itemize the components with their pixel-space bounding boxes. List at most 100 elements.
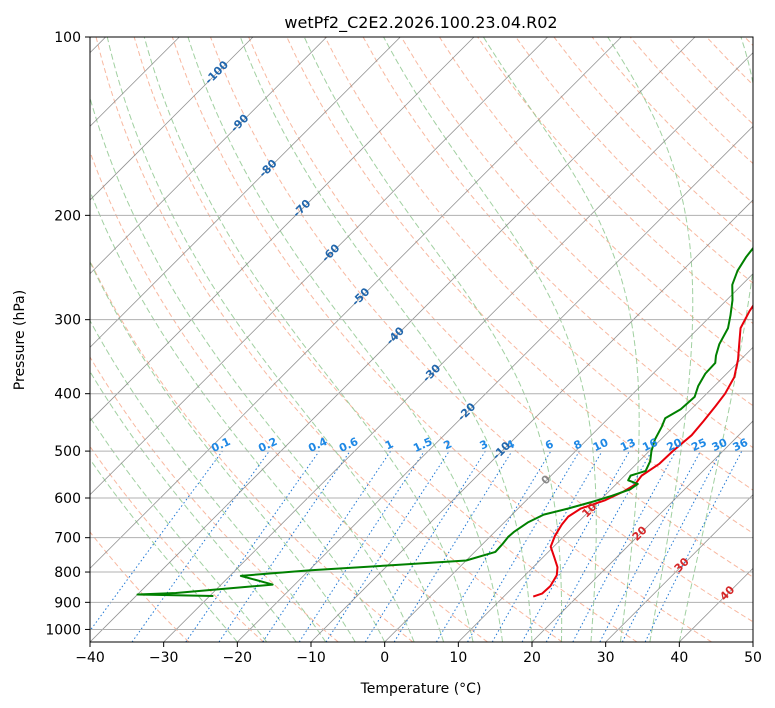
isotherm — [679, 567, 753, 642]
mixing-ratio-label: 2 — [442, 437, 454, 452]
mixing-ratio-label: 10 — [591, 436, 611, 454]
moist-adiabat — [90, 260, 356, 642]
isotherm — [90, 37, 622, 569]
dewpoint-line — [136, 246, 753, 597]
moist-adiabat — [187, 37, 504, 642]
mixing-ratio-label: 1.5 — [411, 435, 434, 455]
isotherm — [90, 37, 327, 275]
dry-adiabat — [744, 37, 753, 47]
mixing-ratio-label: 0.1 — [209, 435, 232, 455]
moist-adiabat — [106, 37, 445, 642]
moist-adiabat — [90, 458, 238, 642]
y-tick-label: 1000 — [45, 622, 81, 638]
dry-adiabat — [210, 37, 753, 623]
mixing-ratio-line — [218, 450, 351, 642]
x-axis-title: Temperature (°C) — [360, 681, 482, 697]
moist-adiabat — [678, 37, 753, 642]
mixing-ratio-line — [644, 450, 743, 642]
x-tick-label: −10 — [296, 650, 326, 666]
dry-adiabat — [171, 37, 712, 642]
isotherm-label: -100 — [202, 58, 231, 87]
x-tick-label: 50 — [744, 650, 762, 666]
dry-adiabat — [706, 37, 753, 86]
y-tick-label: 900 — [54, 595, 81, 611]
dry-adiabats — [90, 37, 753, 642]
dry-adiabat — [90, 356, 339, 642]
y-tick-label: 600 — [54, 491, 81, 507]
dry-adiabat — [439, 37, 753, 366]
isotherm — [163, 52, 753, 642]
dry-adiabat — [591, 37, 753, 204]
profile-series — [136, 246, 753, 598]
dry-adiabat — [248, 37, 753, 578]
dry-adiabat — [90, 531, 190, 642]
y-tick-label: 500 — [54, 444, 81, 460]
moist-adiabat — [303, 37, 563, 642]
dry-adiabat — [133, 37, 638, 642]
mixing-ratio-line — [435, 450, 552, 642]
mixing-ratio-line — [298, 450, 425, 642]
mixing-ratio-lines — [90, 450, 743, 642]
mixing-ratio-line — [572, 450, 677, 642]
y-tick-label: 300 — [54, 313, 81, 329]
mixing-ratio-label: 16 — [640, 436, 660, 454]
dry-adiabat — [95, 37, 563, 642]
moist-adiabat — [607, 37, 694, 642]
y-tick-label: 800 — [54, 565, 81, 581]
dry-adiabat — [400, 37, 753, 407]
mixing-ratio-line — [131, 450, 270, 642]
isotherm — [752, 641, 753, 642]
y-tick-label: 700 — [54, 531, 81, 547]
moist-adiabat — [143, 37, 474, 642]
mixing-ratio-line — [325, 450, 450, 642]
chart-title: wetPf2_C2E2.2026.100.23.04.R02 — [284, 13, 557, 33]
moist-adiabat — [383, 37, 597, 642]
x-tick-label: −40 — [75, 650, 105, 666]
dry-adiabat — [90, 150, 488, 642]
dry-adiabat — [515, 37, 753, 284]
isotherm — [384, 273, 753, 642]
mixing-ratio-label: 0.6 — [337, 435, 360, 455]
isotherm-label: -50 — [349, 285, 372, 308]
x-tick-label: 30 — [597, 650, 615, 666]
isotherm — [458, 346, 753, 642]
isotherm — [90, 37, 475, 422]
mixing-ratio-label: 36 — [731, 436, 751, 454]
isotherm — [90, 37, 401, 348]
isotherm-label: -70 — [290, 197, 313, 220]
isotherm — [90, 37, 254, 201]
isotherm — [237, 125, 753, 642]
mixing-ratio-label: 0.4 — [306, 435, 329, 455]
x-tick-label: 10 — [449, 650, 467, 666]
isotherm — [605, 494, 753, 642]
mixing-ratio-line — [467, 450, 580, 642]
isotherm-label: -90 — [228, 111, 251, 134]
dry-adiabat — [90, 259, 414, 642]
x-axis-ticks: −40 −30 −20 −10 0 10 20 30 40 50 — [75, 642, 762, 666]
mixing-ratio-label: 6 — [543, 437, 556, 452]
mixing-ratio-line — [521, 450, 630, 642]
mixing-ratio-label: 0.2 — [256, 435, 279, 455]
isotherm-label: -60 — [319, 241, 342, 264]
moist-adiabat — [90, 319, 327, 642]
plot-frame — [89, 36, 754, 643]
temperature-line — [532, 304, 753, 598]
x-tick-label: 20 — [523, 650, 541, 666]
x-tick-label: 0 — [380, 650, 389, 666]
y-tick-label: 200 — [54, 208, 81, 224]
moist-adiabats — [90, 37, 753, 642]
mixing-ratio-line — [545, 450, 653, 642]
x-tick-label: −30 — [149, 650, 179, 666]
isotherm — [310, 199, 753, 642]
isobars — [90, 37, 753, 630]
mixing-ratio-label: 30 — [710, 436, 730, 454]
y-tick-label: 100 — [54, 30, 81, 46]
isotherm-label: -80 — [256, 157, 279, 180]
y-axis-ticks: 100 200 300 400 500 600 700 800 900 1000 — [45, 30, 90, 638]
mixing-ratio-line — [90, 450, 223, 632]
mixing-ratio-label: 25 — [689, 436, 708, 454]
moist-adiabat — [482, 37, 640, 642]
y-axis-title: Pressure (hPa) — [12, 290, 28, 390]
dry-adiabat — [324, 37, 753, 491]
